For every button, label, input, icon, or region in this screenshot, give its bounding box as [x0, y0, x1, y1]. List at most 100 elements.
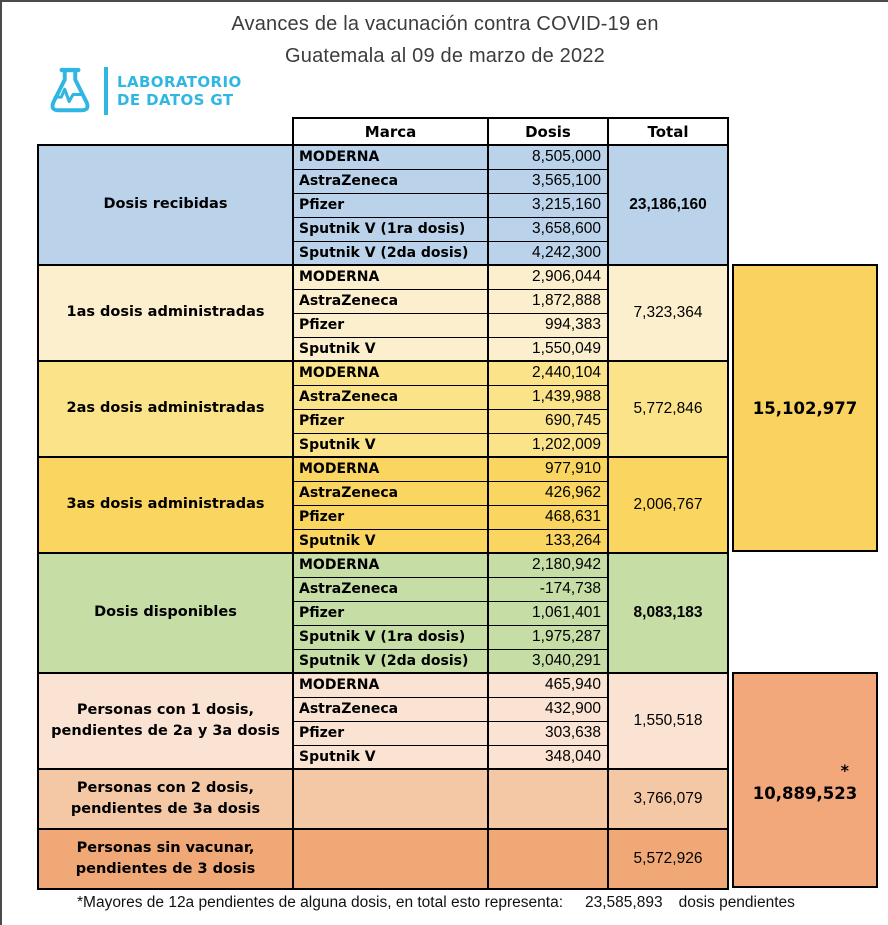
dose-value-cell: 1,061,401 [487, 600, 609, 626]
brand-cell: MODERNA [292, 552, 489, 578]
table-row: Pfizer 3,215,160 [38, 192, 728, 218]
brand-cell: Pfizer [292, 600, 489, 626]
table-row: AstraZeneca 3,565,100 [38, 168, 728, 194]
laboratorio-de-datos-logo: LABORATORIO DE DATOS GT [42, 62, 242, 120]
dose-value-cell: 3,040,291 [487, 648, 609, 674]
dose-value-cell: -174,738 [487, 576, 609, 602]
pending-doses-total-value: 10,889,523 [752, 783, 858, 803]
dose-value-cell: 994,383 [487, 312, 609, 338]
footnote: *Mayores de 12a pendientes de alguna dos… [37, 894, 882, 912]
section-total-dosis-disponibles: 8,083,183 [607, 552, 729, 674]
section-label-3as-dosis-administradas: 3as dosis administradas [37, 456, 294, 554]
table-row: Sputnik V 348,040 [38, 744, 728, 770]
column-header-dosis: Dosis [487, 117, 609, 146]
dose-value-cell: 1,439,988 [487, 384, 609, 410]
dose-value-cell: 3,215,160 [487, 192, 609, 218]
footnote-text: *Mayores de 12a pendientes de alguna dos… [77, 894, 563, 911]
logo-text: LABORATORIO DE DATOS GT [117, 73, 242, 109]
dose-value-cell: 2,906,044 [487, 264, 609, 290]
brand-cell: Sputnik V [292, 528, 489, 554]
section-label-1as-dosis-administradas: 1as dosis administradas [37, 264, 294, 362]
table-row: Dosis disponibles MODERNA 2,180,942 8,083,1… [37, 552, 729, 674]
dose-value-cell: 465,940 [487, 672, 609, 698]
page-title-line1: Avances de la vacunación contra COVID-19… [231, 13, 659, 35]
table-row: Personas con 2 dosis, pendientes de 3a d… [37, 768, 729, 830]
dose-value-cell: 2,180,942 [487, 552, 609, 578]
dose-value-cell: 1,550,049 [487, 336, 609, 362]
table-corner-spacer [38, 118, 293, 145]
brand-cell: MODERNA [292, 672, 489, 698]
logo-divider [104, 67, 108, 115]
footnote-value: 23,585,893 [585, 894, 663, 911]
table-row: Sputnik V (1ra dosis) 1,975,287 [38, 624, 728, 650]
dose-value-cell: 8,505,000 [487, 144, 609, 170]
dose-value-cell: 1,975,287 [487, 624, 609, 650]
dose-value-cell: 1,872,888 [487, 288, 609, 314]
brand-cell: Sputnik V [292, 336, 489, 362]
dose-value-cell: 133,264 [487, 528, 609, 554]
section-label-2as-dosis-administradas: 2as dosis administradas [37, 360, 294, 458]
flask-icon [42, 62, 98, 120]
section-label-personas-sin-vacunar: Personas sin vacunar, pendientes de 3 do… [37, 828, 294, 890]
dose-value-cell: 432,900 [487, 696, 609, 722]
column-header-marca: Marca [292, 117, 489, 146]
brand-cell: Sputnik V (2da dosis) [292, 240, 489, 266]
brand-cell: Pfizer [292, 504, 489, 530]
section-total-1as-dosis-administradas: 7,323,364 [607, 264, 729, 362]
brand-cell: Pfizer [292, 408, 489, 434]
table-header-row: Marca Dosis Total [38, 117, 729, 146]
dose-value-cell: 690,745 [487, 408, 609, 434]
page-title-line2: Guatemala al 09 de marzo de 2022 [285, 45, 605, 67]
brand-cell [292, 828, 489, 890]
brand-cell: AstraZeneca [292, 288, 489, 314]
table-row: Sputnik V 133,264 [38, 528, 728, 554]
brand-cell: MODERNA [292, 456, 489, 482]
brand-cell: AstraZeneca [292, 576, 489, 602]
table-row: Sputnik V (2da dosis) 3,040,291 [38, 648, 728, 674]
table-row: 1as dosis administradas MODERNA 2,906,044 7… [37, 264, 729, 362]
section-label-personas-con-2-dosis: Personas con 2 dosis, pendientes de 3a d… [37, 768, 294, 830]
brand-cell: Sputnik V (2da dosis) [292, 648, 489, 674]
table-row: 2as dosis administradas MODERNA 2,440,104 5… [37, 360, 729, 458]
logo-text-line2: DE DATOS GT [117, 91, 234, 109]
dose-value-cell: 468,631 [487, 504, 609, 530]
page-title: Avances de la vacunación contra COVID-19… [2, 8, 888, 72]
dose-value-cell [487, 768, 609, 830]
dose-value-cell: 3,565,100 [487, 168, 609, 194]
table-row: Personas sin vacunar, pendientes de 3 do… [37, 828, 729, 890]
table-row: AstraZeneca 1,872,888 [38, 288, 728, 314]
brand-cell: Pfizer [292, 720, 489, 746]
table-row: Pfizer 690,745 [38, 408, 728, 434]
table-row: AstraZeneca -174,738 [38, 576, 728, 602]
table-row: Pfizer 1,061,401 [38, 600, 728, 626]
table-row: 3as dosis administradas MODERNA 977,910 2,0… [37, 456, 729, 554]
brand-cell: Sputnik V (1ra dosis) [292, 216, 489, 242]
footnote-suffix: dosis pendientes [678, 894, 795, 911]
brand-cell: MODERNA [292, 360, 489, 386]
brand-cell: MODERNA [292, 144, 489, 170]
table-row: Dosis recibidas MODERNA 8,505,000 23,186,16… [37, 144, 729, 266]
section-label-dosis-recibidas: Dosis recibidas [37, 144, 294, 266]
dose-value-cell: 977,910 [487, 456, 609, 482]
table-row: Sputnik V 1,550,049 [38, 336, 728, 362]
brand-cell: Sputnik V (1ra dosis) [292, 624, 489, 650]
administered-doses-total-value: 15,102,977 [752, 398, 858, 418]
brand-cell: AstraZeneca [292, 696, 489, 722]
brand-cell: MODERNA [292, 264, 489, 290]
table-row: AstraZeneca 426,962 [38, 480, 728, 506]
table-row: Pfizer 994,383 [38, 312, 728, 338]
column-header-total: Total [607, 117, 729, 146]
section-total-personas-con-2-dosis: 3,766,079 [607, 768, 729, 830]
section-label-dosis-disponibles: Dosis disponibles [37, 552, 294, 674]
dose-value-cell: 4,242,300 [487, 240, 609, 266]
logo-text-line1: LABORATORIO [117, 73, 242, 91]
asterisk-marker: * [840, 760, 849, 780]
brand-cell [292, 768, 489, 830]
brand-cell: AstraZeneca [292, 168, 489, 194]
brand-cell: Sputnik V [292, 432, 489, 458]
dose-value-cell: 426,962 [487, 480, 609, 506]
section-label-personas-con-1-dosis: Personas con 1 dosis, pendientes de 2a y… [37, 672, 294, 770]
brand-cell: Pfizer [292, 312, 489, 338]
table-row: Sputnik V (1ra dosis) 3,658,600 [38, 216, 728, 242]
